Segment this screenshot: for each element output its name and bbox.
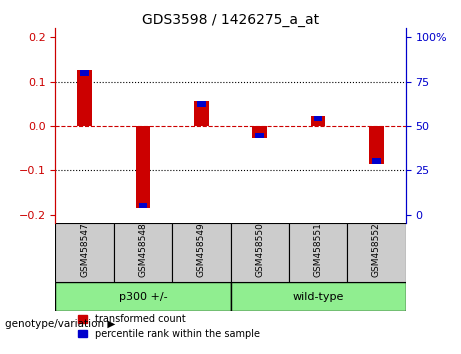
- Title: GDS3598 / 1426275_a_at: GDS3598 / 1426275_a_at: [142, 13, 319, 27]
- Bar: [253, 126, 267, 138]
- Bar: [80, 70, 89, 76]
- Text: GSM458548: GSM458548: [138, 222, 148, 277]
- Bar: [255, 133, 264, 138]
- Text: GSM458549: GSM458549: [197, 222, 206, 277]
- Bar: [114, 223, 172, 282]
- Bar: [197, 102, 206, 107]
- Bar: [372, 158, 381, 164]
- Text: wild-type: wild-type: [292, 292, 344, 302]
- Legend: transformed count, percentile rank within the sample: transformed count, percentile rank withi…: [78, 314, 260, 339]
- Bar: [369, 126, 384, 164]
- Bar: [230, 223, 289, 282]
- Bar: [194, 102, 208, 126]
- Text: genotype/variation ▶: genotype/variation ▶: [5, 319, 115, 329]
- Bar: [347, 223, 406, 282]
- Bar: [77, 70, 92, 126]
- Bar: [136, 126, 150, 208]
- Bar: [311, 116, 325, 126]
- Text: GSM458552: GSM458552: [372, 222, 381, 277]
- Bar: [138, 202, 147, 208]
- Text: p300 +/-: p300 +/-: [118, 292, 167, 302]
- Text: GSM458547: GSM458547: [80, 222, 89, 277]
- Text: GSM458551: GSM458551: [313, 222, 323, 277]
- Bar: [230, 282, 406, 311]
- Bar: [55, 223, 114, 282]
- Text: GSM458550: GSM458550: [255, 222, 264, 277]
- Bar: [313, 116, 323, 121]
- Bar: [172, 223, 230, 282]
- Bar: [55, 282, 230, 311]
- Bar: [289, 223, 347, 282]
